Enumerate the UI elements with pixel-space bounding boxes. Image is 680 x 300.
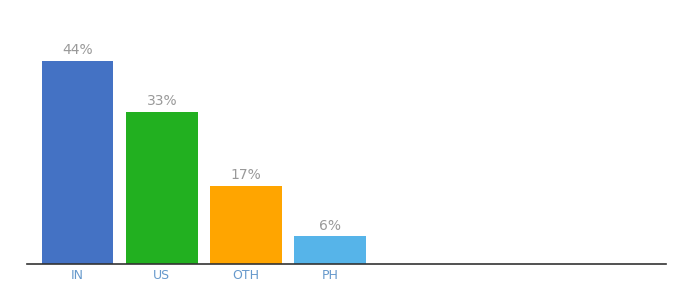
Text: 6%: 6% bbox=[319, 219, 341, 232]
Bar bbox=[42, 61, 114, 264]
Bar bbox=[294, 236, 366, 264]
Bar bbox=[210, 185, 282, 264]
Text: 33%: 33% bbox=[146, 94, 177, 108]
Text: 17%: 17% bbox=[231, 168, 261, 182]
Bar bbox=[126, 112, 197, 264]
Text: 44%: 44% bbox=[63, 43, 93, 57]
